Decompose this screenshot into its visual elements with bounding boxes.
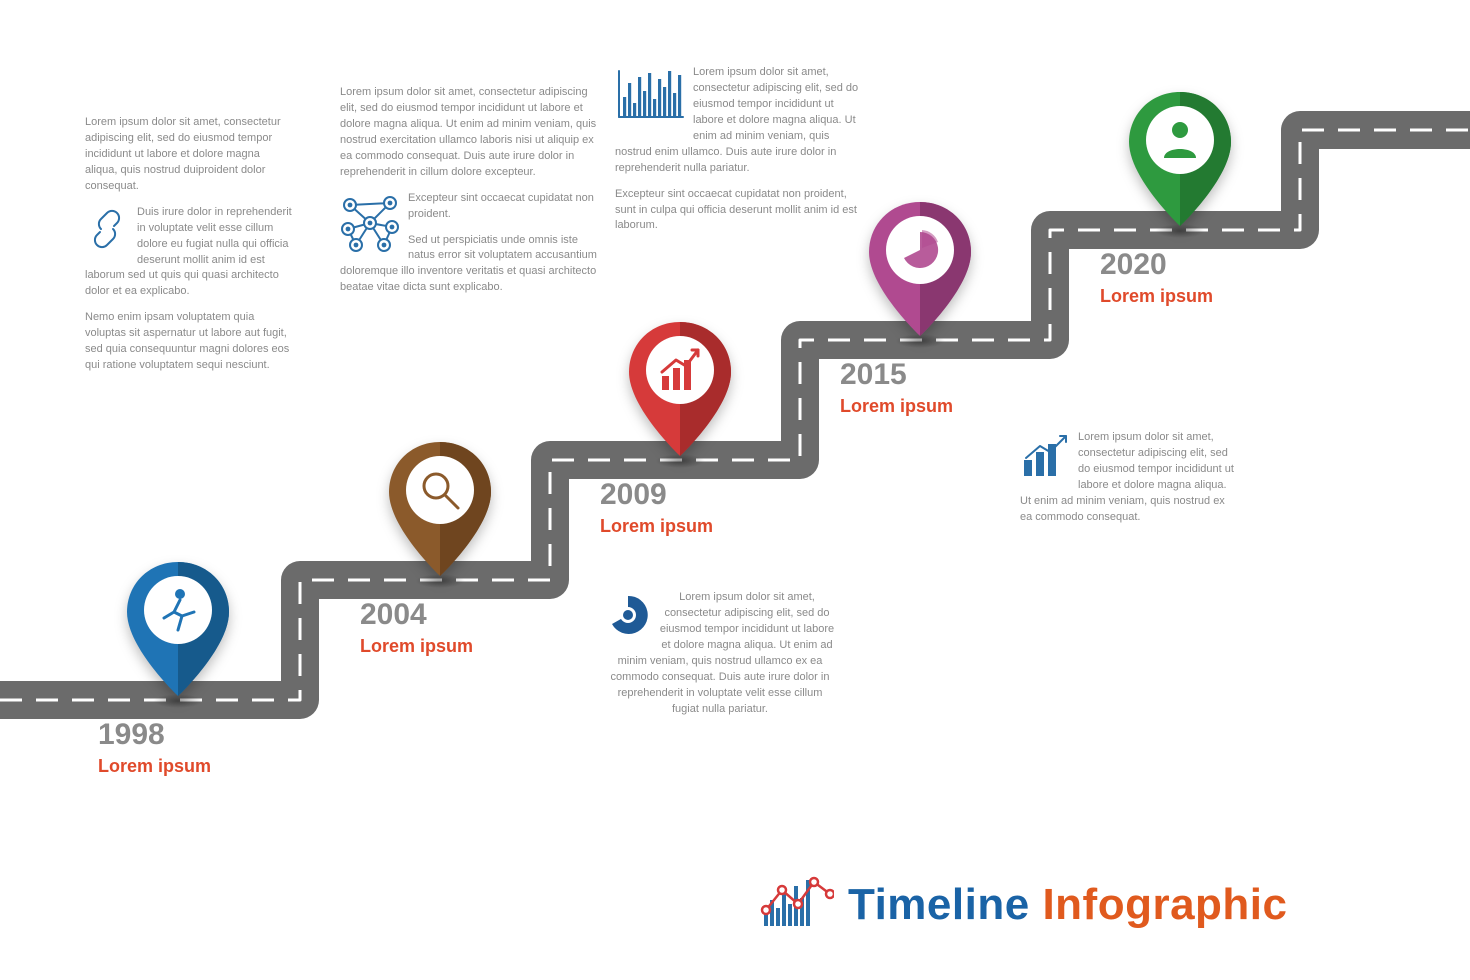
paragraph: Nemo enim ipsam voluptatem quia voluptas… xyxy=(85,310,295,374)
pin-1998 xyxy=(123,560,233,700)
text-block-4: Lorem ipsum dolor sit amet, consectetur … xyxy=(1020,430,1240,536)
year-label-1998: 1998 Lorem ipsum xyxy=(98,720,278,777)
year: 2004 xyxy=(360,600,540,630)
title: Timeline Infographic xyxy=(760,874,1288,930)
title-chart-icon xyxy=(760,874,834,930)
year-label-2020: 2020 Lorem ipsum xyxy=(1100,250,1280,307)
text-block-1: Lorem ipsum dolor sit amet, consectetur … xyxy=(340,85,600,306)
year-subtitle: Lorem ipsum xyxy=(600,516,780,537)
paragraph: Lorem ipsum dolor sit amet, consectetur … xyxy=(340,85,600,181)
year: 1998 xyxy=(98,720,278,750)
timeline-infographic: 1998 Lorem ipsum 2004 Lorem ipsum 2009 Lore… xyxy=(0,0,1470,980)
paragraph: Duis irure dolor in reprehenderit in vol… xyxy=(85,205,295,301)
bars-arrow-icon xyxy=(1020,432,1070,484)
paragraph: Lorem ipsum dolor sit amet, consectetur … xyxy=(1020,430,1240,526)
year: 2009 xyxy=(600,480,780,510)
year: 2020 xyxy=(1100,250,1280,280)
title-word-b: Infographic xyxy=(1042,880,1287,929)
pin-2015 xyxy=(865,200,975,340)
text-block-0: Lorem ipsum dolor sit amet, consectetur … xyxy=(85,115,295,384)
gauge-icon xyxy=(605,592,651,644)
pin-2004 xyxy=(385,440,495,580)
paragraph: Lorem ipsum dolor sit amet, consectetur … xyxy=(85,115,295,195)
pin-2020 xyxy=(1125,90,1235,230)
year-label-2015: 2015 Lorem ipsum xyxy=(840,360,1020,417)
year-label-2004: 2004 Lorem ipsum xyxy=(360,600,540,657)
text-block-3: Lorem ipsum dolor sit amet, consectetur … xyxy=(605,590,835,728)
year: 2015 xyxy=(840,360,1020,390)
pin-2009 xyxy=(625,320,735,460)
paragraph: Lorem ipsum dolor sit amet, consectetur … xyxy=(615,65,865,177)
title-word-a: Timeline xyxy=(848,880,1030,929)
text-block-2: Lorem ipsum dolor sit amet, consectetur … xyxy=(615,65,865,244)
year-subtitle: Lorem ipsum xyxy=(1100,286,1280,307)
link-icon xyxy=(85,207,129,257)
year-subtitle: Lorem ipsum xyxy=(360,636,540,657)
paragraph: Lorem ipsum dolor sit amet, consectetur … xyxy=(605,590,835,718)
paragraph: Excepteur sint occaecat cupidatat non pr… xyxy=(615,187,865,235)
network-icon xyxy=(340,193,400,259)
year-subtitle: Lorem ipsum xyxy=(98,756,278,777)
year-label-2009: 2009 Lorem ipsum xyxy=(600,480,780,537)
year-subtitle: Lorem ipsum xyxy=(840,396,1020,417)
bar-chart-icon xyxy=(615,67,685,127)
paragraph: Excepteur sint occaecat cupidatat non pr… xyxy=(340,191,600,223)
